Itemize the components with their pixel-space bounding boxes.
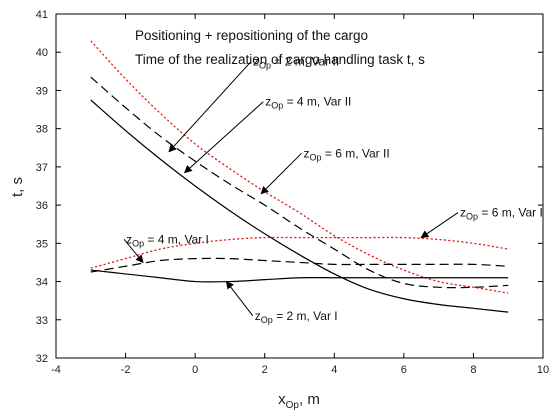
x-tick-label: 0 [192,364,198,376]
annotation-sub: Op [310,152,322,162]
series-line-z6_var2 [90,40,509,294]
x-axis-label-sub: Op [286,400,300,411]
annotation-sub: Op [271,101,283,111]
annotation-arrow [420,212,459,239]
annotation-arrow [168,61,252,153]
annotation-z: z [265,95,271,109]
annotation-text: = 6 m, Var I [478,206,543,220]
series-line-z2_var1 [90,269,509,283]
series-line-z2_var2 [90,99,509,313]
annotation-label: zOp = 6 m, Var II [304,146,390,162]
chart-title: Positioning + repositioning of the cargo [135,28,368,43]
y-tick-label: 41 [36,9,48,21]
annotation-sub: Op [132,238,144,248]
y-axis-label: t, s [9,177,26,197]
x-tick-label: 2 [262,364,268,376]
y-tick-label: 39 [36,85,48,97]
y-tick-label: 36 [36,200,48,212]
x-tick-label: 6 [401,364,407,376]
x-axis-label-main: x [278,391,286,408]
annotation-z: z [304,146,310,160]
annotation-text: = 6 m, Var II [322,146,390,160]
annotation-label: zOp = 6 m, Var I [460,206,543,222]
y-tick-label: 33 [36,315,48,327]
annotation-z: z [253,55,259,69]
annotation-arrow [123,239,144,264]
annotation-label: zOp = 4 m, Var I [126,232,209,248]
y-tick-label: 40 [36,47,48,59]
series-line-z4_var2 [90,76,509,289]
annotation-text: = 2 m, Var I [273,309,338,323]
y-tick-label: 37 [36,162,48,174]
annotation-text: = 4 m, Var I [144,232,209,246]
annotation-label: zOp = 2 m, Var I [255,309,338,325]
y-axis-ticks: 32 33 34 35 36 37 38 39 40 41 [36,9,543,365]
annotation-arrow [260,152,302,195]
x-tick-label: -2 [121,364,131,376]
annotation-arrow [225,280,254,317]
annotation-arrow [183,101,264,174]
x-tick-label: 8 [470,364,476,376]
annotation-z: z [255,309,261,323]
series-line-z4_var1 [90,257,509,273]
annotation-text: = 4 m, Var II [283,95,351,109]
plot-area [55,13,544,359]
y-tick-label: 32 [36,353,48,365]
y-tick-label: 34 [36,277,48,289]
annotation-z: z [460,206,466,220]
x-tick-label: -4 [51,364,61,376]
y-tick-label: 35 [36,238,48,250]
x-axis-label: xOp, m [278,391,320,411]
annotation-sub: Op [259,61,271,71]
series-line-z6_var1 [90,236,509,269]
annotation-text: = 2 m, Var II [271,55,339,69]
annotation-label: zOp = 4 m, Var II [265,95,351,111]
annotation-sub: Op [466,212,478,222]
x-tick-label: 4 [331,364,337,376]
chart-subtitle: Time of the realization of cargo handlin… [135,52,425,67]
x-axis-label-rest: , m [299,391,320,408]
y-tick-label: 38 [36,124,48,136]
x-axis-ticks: -4 -2 0 2 4 6 8 10 [51,14,549,376]
x-tick-label: 10 [537,364,549,376]
annotation-z: z [126,232,132,246]
annotation-sub: Op [261,315,273,325]
series-layer [90,40,509,313]
annotation-label: zOp = 2 m, Var II [253,55,339,71]
